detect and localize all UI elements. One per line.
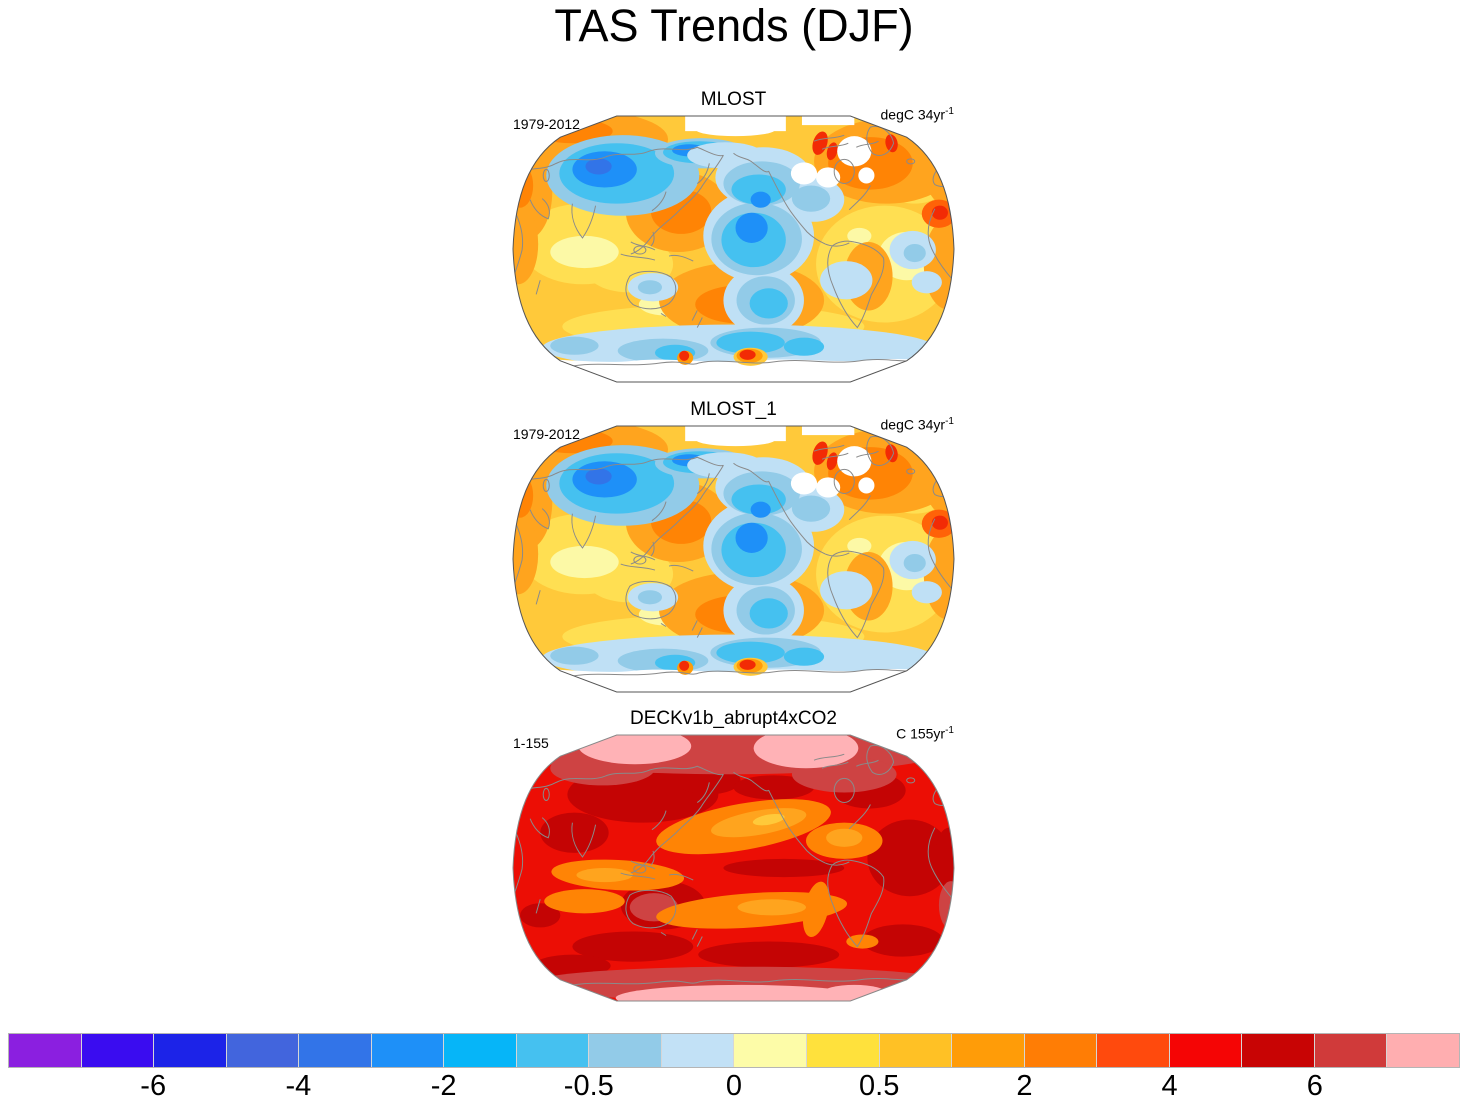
colorbar-segment <box>1242 1034 1315 1067</box>
units-label: C 155yr-1 <box>896 725 954 742</box>
units-text: C 155yr <box>896 725 946 742</box>
colorbar-segment <box>1097 1034 1170 1067</box>
colorbar-tick-label: -2 <box>430 1070 457 1102</box>
units-exponent: -1 <box>945 725 954 736</box>
colorbar-tick-label: -0.5 <box>563 1070 614 1102</box>
colorbar-segment <box>81 1034 155 1067</box>
units-exponent: -1 <box>945 416 954 427</box>
colorbar-tick-label: 0 <box>725 1070 743 1102</box>
colorbar-segment <box>879 1034 953 1067</box>
colorbar-segment <box>589 1034 662 1067</box>
panel-title-mlost-1: MLOST_1 <box>690 399 777 420</box>
colorbar-tick-label: 0.5 <box>859 1070 900 1102</box>
units-text: degC 34yr <box>880 106 946 123</box>
colorbar-segment <box>1169 1034 1243 1067</box>
colorbar-tick-label: 2 <box>1016 1070 1033 1102</box>
units-label: degC 34yr-1 <box>881 416 955 433</box>
colorbar-segment <box>1024 1034 1098 1067</box>
panel-title-mlost: MLOST <box>700 89 767 110</box>
units-exponent: -1 <box>945 106 954 117</box>
colorbar-tick-label: -4 <box>285 1070 312 1102</box>
period-label: 1-155 <box>513 735 549 751</box>
period-label: 1979-2012 <box>513 426 580 442</box>
world-map-mlost <box>512 115 955 383</box>
panel-abrupt4xco2: DECKv1b_abrupt4xCO2 1-155 C 155yr-1 <box>512 708 955 1004</box>
panel-mlost: MLOST 1979-2012 degC 34yr-1 <box>512 89 955 385</box>
world-map-mlost-1 <box>512 425 955 693</box>
colorbar-tick-label: -6 <box>140 1070 167 1102</box>
colorbar-segment <box>299 1034 372 1067</box>
colorbar-ticks: -6 -4 -2 -0.5 0 0.5 2 4 6 <box>8 1070 1460 1106</box>
colorbar-segment <box>9 1034 82 1067</box>
colorbar-segment <box>1387 1034 1459 1067</box>
colorbar-tick-label: 6 <box>1306 1070 1323 1102</box>
panel-title-abrupt4xco2: DECKv1b_abrupt4xCO2 <box>630 708 837 729</box>
colorbar-segment <box>952 1034 1025 1067</box>
colorbar-segment <box>734 1034 808 1067</box>
colorbar-segment <box>516 1034 590 1067</box>
colorbar-segment <box>226 1034 300 1067</box>
colorbar-segment <box>371 1034 445 1067</box>
units-label: degC 34yr-1 <box>881 106 955 123</box>
colorbar-segment <box>1314 1034 1388 1067</box>
colorbar-segment <box>154 1034 227 1067</box>
colorbar-segment <box>807 1034 880 1067</box>
colorbar <box>8 1033 1460 1068</box>
colorbar-segment <box>661 1034 735 1067</box>
figure-title: TAS Trends (DJF) <box>554 0 914 51</box>
units-text: degC 34yr <box>880 416 946 433</box>
colorbar-tick-label: 4 <box>1161 1070 1178 1102</box>
period-label: 1979-2012 <box>513 116 580 132</box>
panel-mlost-1: MLOST_1 1979-2012 degC 34yr-1 <box>512 399 955 695</box>
world-map-abrupt4xco2 <box>512 734 955 1002</box>
colorbar-segment <box>444 1034 517 1067</box>
